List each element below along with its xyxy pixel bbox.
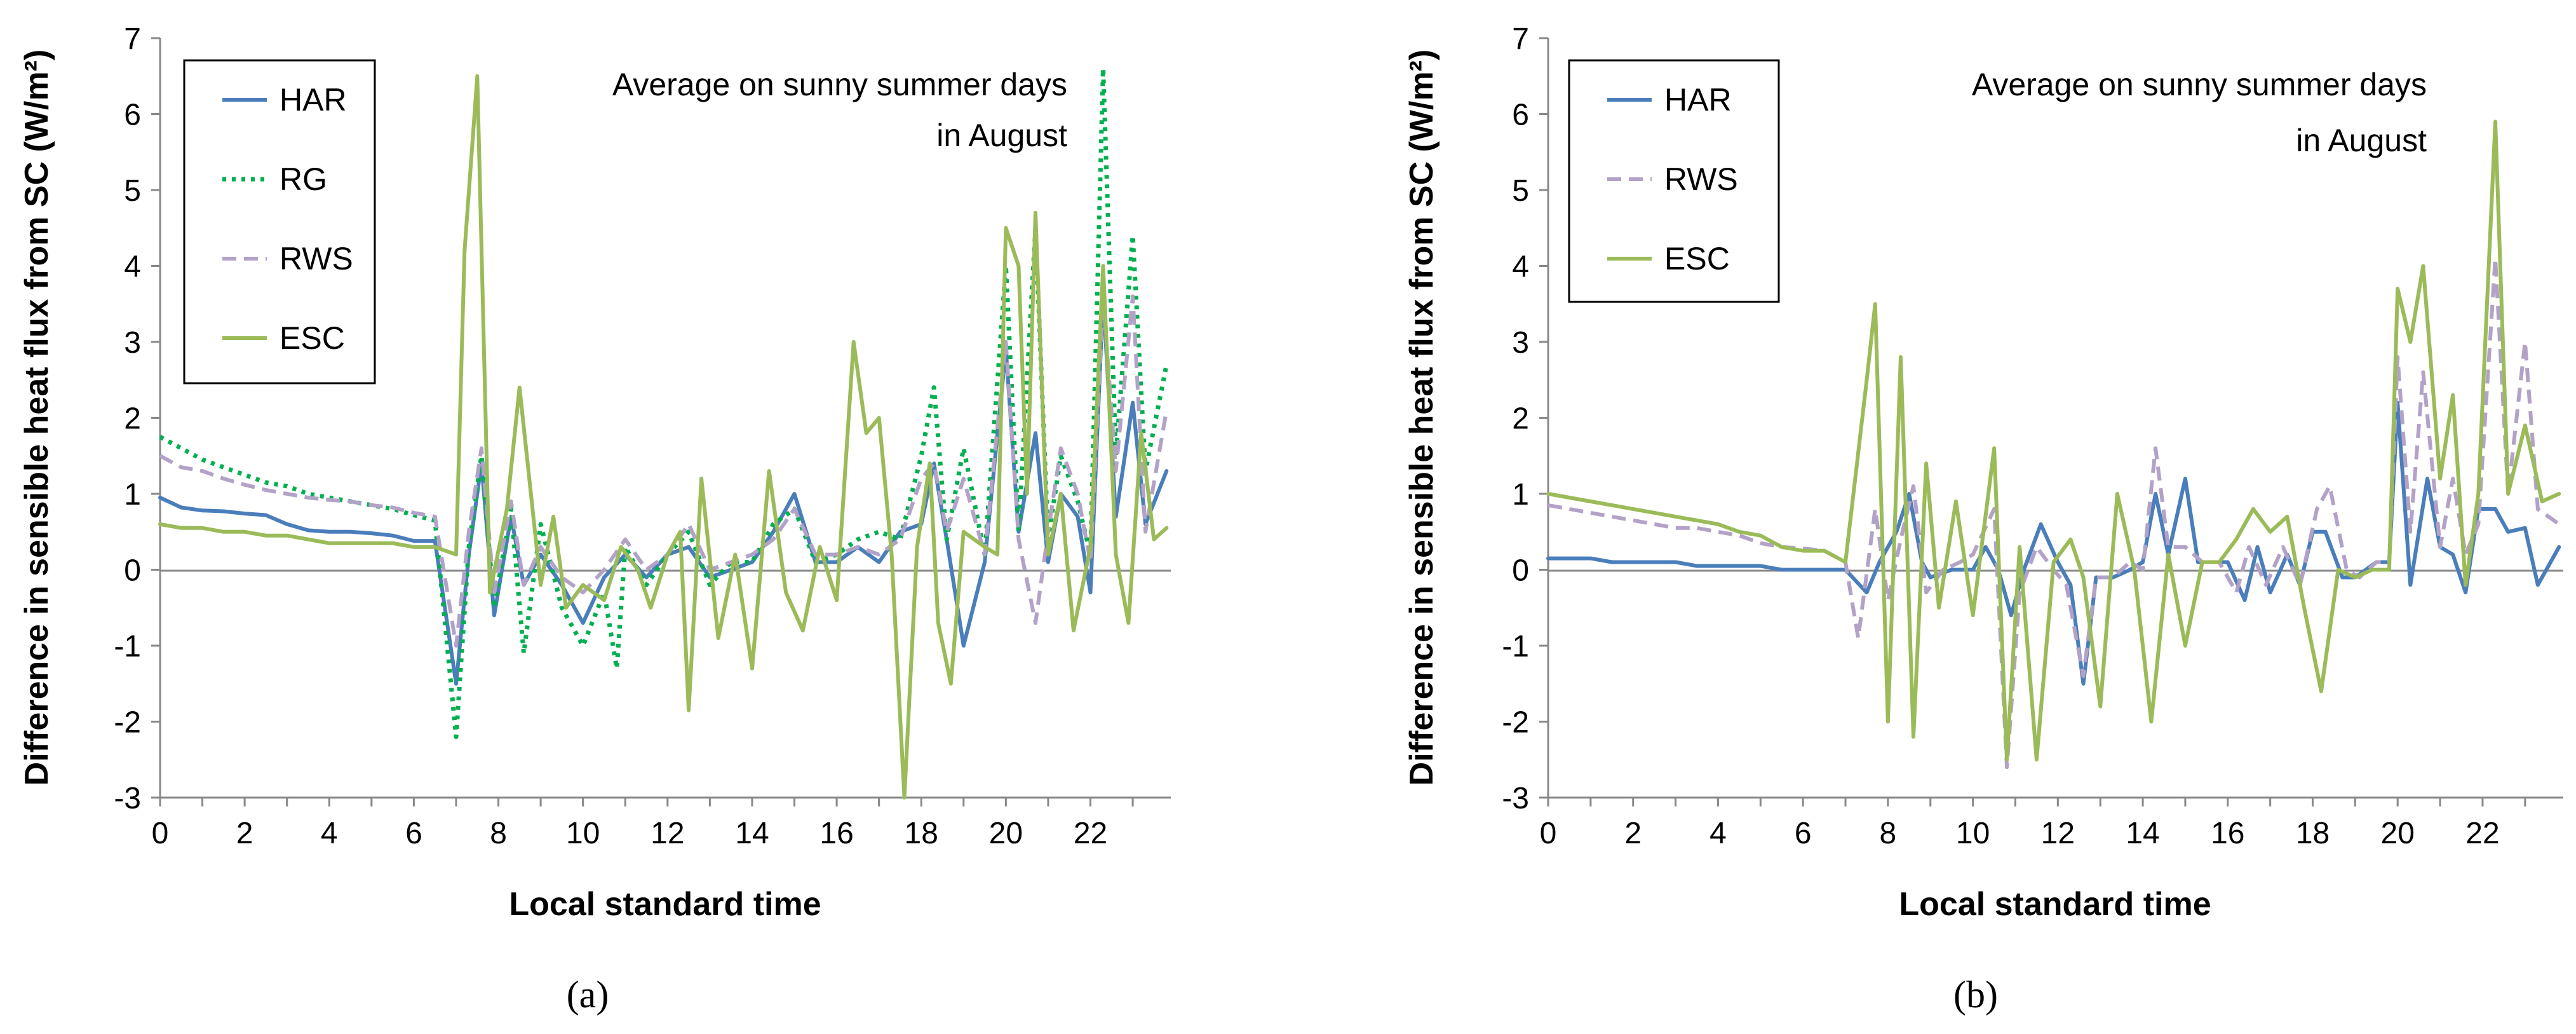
legend-label-har: HAR: [1664, 82, 1732, 118]
y-tick-label: 5: [124, 174, 141, 208]
y-tick-label: 3: [124, 326, 141, 360]
legend-label-rg: RG: [280, 161, 327, 197]
x-tick-label: 10: [1956, 817, 1990, 850]
x-tick-label: 8: [490, 817, 507, 850]
series-line-har: [158, 294, 1169, 686]
x-axis-title: Local standard time: [509, 886, 821, 923]
panel-label-b: (b): [1953, 974, 1998, 1016]
x-tick-label: 16: [819, 817, 853, 850]
y-tick-label: 7: [1512, 22, 1529, 56]
chart-annotation-line-1: Average on sunny summer days: [1972, 67, 2427, 102]
series-line-har: [1546, 400, 2561, 686]
series-group: [1546, 119, 2561, 770]
legend-box: [1568, 59, 1780, 303]
x-tick-label: 10: [566, 817, 600, 850]
x-tick-label: 6: [405, 817, 422, 850]
x-tick-label: 20: [2381, 817, 2415, 850]
legend-box: [183, 59, 376, 384]
x-tick-label: 4: [1709, 817, 1727, 850]
series-line-rws: [1548, 256, 2561, 770]
legend-label-esc: ESC: [280, 320, 345, 356]
y-tick-label: 0: [1512, 554, 1529, 588]
y-tick-label: 1: [1512, 478, 1529, 512]
x-tick-label: 6: [1795, 817, 1812, 850]
x-tick-label: 20: [989, 817, 1023, 850]
y-tick-label: 2: [1512, 402, 1529, 436]
x-tick-label: 14: [2126, 817, 2159, 850]
x-tick-label: 18: [2296, 817, 2330, 850]
y-tick-label: 3: [1512, 326, 1529, 360]
y-tick-label: -3: [1502, 782, 1529, 815]
chart-annotation-line-2: in August: [936, 118, 1067, 153]
y-tick-label: 5: [1512, 174, 1529, 208]
legend-label-har: HAR: [280, 82, 347, 118]
panel-label-a: (a): [567, 974, 609, 1016]
x-axis-title: Local standard time: [1899, 886, 2211, 923]
y-tick-label: 7: [124, 22, 141, 56]
y-tick-label: 4: [1512, 250, 1529, 284]
y-tick-label: -3: [114, 782, 141, 815]
y-axis-title: Difference in sensible heat flux from SC…: [1403, 50, 1440, 786]
x-tick-label: 22: [1074, 817, 1107, 850]
x-tick-label: 2: [236, 817, 253, 850]
x-tick-label: 0: [1540, 817, 1557, 850]
y-tick-label: -1: [1502, 630, 1529, 663]
series-line-rws: [159, 294, 1169, 648]
x-tick-label: 18: [905, 817, 938, 850]
x-tick-label: 12: [651, 817, 684, 850]
y-tick-label: -2: [114, 706, 141, 740]
y-tick-label: 2: [124, 402, 141, 436]
x-tick-label: 22: [2465, 817, 2499, 850]
legend-label-rws: RWS: [280, 241, 353, 276]
series-line-esc: [1546, 119, 2561, 762]
y-tick-label: 1: [124, 478, 141, 512]
y-tick-label: 6: [1512, 99, 1529, 132]
y-tick-label: -1: [114, 630, 141, 663]
x-tick-label: 12: [2041, 817, 2075, 850]
series-line-esc: [158, 74, 1169, 799]
x-tick-label: 2: [1624, 817, 1642, 850]
y-tick-label: -2: [1502, 706, 1529, 740]
y-tick-label: 0: [124, 554, 141, 588]
x-tick-label: 4: [321, 817, 338, 850]
chart-annotation-line-2: in August: [2296, 123, 2427, 158]
legend-label-esc: ESC: [1664, 241, 1730, 276]
legend-label-rws: RWS: [1664, 161, 1738, 197]
legend: HAR RG RWS ESC: [183, 59, 376, 384]
legend: HAR RWS ESC: [1568, 59, 1780, 303]
series-group: [158, 66, 1169, 799]
x-tick-label: 14: [735, 817, 769, 850]
y-axis-title: Difference in sensible heat flux from SC…: [18, 50, 55, 786]
x-tick-label: 8: [1880, 817, 1897, 850]
y-tick-label: 6: [124, 99, 141, 132]
x-tick-label: 16: [2211, 817, 2244, 850]
x-tick-label: 0: [152, 817, 169, 850]
y-tick-label: 4: [124, 250, 141, 284]
chart-annotation-line-1: Average on sunny summer days: [612, 67, 1067, 102]
